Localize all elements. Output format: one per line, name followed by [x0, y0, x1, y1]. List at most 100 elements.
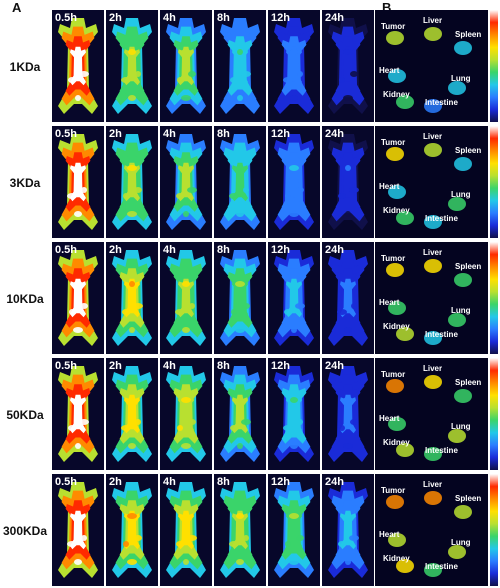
mouse-image-cell: 24h: [322, 358, 374, 470]
organ-label-heart: Heart: [379, 298, 400, 307]
colorbar: [490, 126, 498, 238]
organ-label-heart: Heart: [379, 66, 400, 75]
mouse-image-cell: 4h: [160, 474, 212, 586]
time-label: 0.5h: [55, 244, 78, 256]
time-label: 8h: [217, 476, 230, 488]
imaging-row: 10KDa 0.5h 2h 4h 8h 12h 24h Tumor Liver Spleen Hea…: [0, 242, 500, 354]
colorbar: [490, 10, 498, 122]
time-label: 8h: [217, 128, 230, 140]
colorbar: [490, 474, 498, 586]
organ-label-tumor: Tumor: [381, 370, 406, 379]
mouse-body-image: [274, 18, 314, 114]
mouse-body-image: [328, 134, 368, 230]
organ-label-kidney: Kidney: [383, 206, 410, 215]
imaging-row: 3KDa 0.5h 2h 4h 8h 12h 24h Tumor Liver Spleen Hear…: [0, 126, 500, 238]
mouse-image-cell: 12h: [268, 474, 320, 586]
panel-label-b: B: [382, 0, 392, 15]
time-label: 24h: [325, 360, 344, 372]
mouse-body-image: [274, 366, 314, 462]
mouse-image-cell: 0.5h: [52, 474, 104, 586]
organs-fluorescence-image: [386, 491, 472, 577]
mouse-body-image: [112, 482, 152, 578]
organ-label-liver: Liver: [423, 132, 443, 141]
row-label-molecular-weight: 10KDa: [6, 292, 44, 306]
organ-label-lung: Lung: [451, 190, 471, 199]
mouse-body-image: [220, 482, 260, 578]
mouse-image-cell: 0.5h: [52, 10, 104, 122]
organ-label-tumor: Tumor: [381, 138, 406, 147]
mouse-body-image: [166, 18, 206, 114]
time-label: 2h: [109, 128, 122, 140]
ex-vivo-organs-image: Tumor Liver Spleen Heart Lung Kidney Intestine: [375, 474, 488, 586]
time-label: 8h: [217, 244, 230, 256]
row-label-molecular-weight: 3KDa: [9, 176, 41, 190]
time-label: 2h: [109, 12, 122, 24]
mouse-body-image: [112, 366, 152, 462]
mouse-body-image: [112, 18, 152, 114]
organ-label-liver: Liver: [423, 16, 443, 25]
mouse-body-image: [166, 250, 206, 346]
mouse-image-cell: 8h: [214, 10, 266, 122]
mouse-image-cell: 2h: [106, 358, 158, 470]
imaging-row: 300KDa 0.5h 2h 4h 8h 12h 24h Tumor Liver Spleen He…: [0, 474, 500, 586]
mouse-body-image: [274, 134, 314, 230]
time-label: 2h: [109, 476, 122, 488]
panel-label-a: A: [12, 0, 22, 15]
time-label: 4h: [163, 360, 176, 372]
organ-label-kidney: Kidney: [383, 554, 410, 563]
ex-vivo-organs-image: Tumor Liver Spleen Heart Lung Kidney Intestine: [375, 358, 488, 470]
mouse-body-image: [220, 134, 260, 230]
time-label: 12h: [271, 244, 290, 256]
time-label: 0.5h: [55, 360, 78, 372]
row-label-molecular-weight: 300KDa: [2, 524, 48, 538]
time-label: 12h: [271, 360, 290, 372]
time-label: 24h: [325, 12, 344, 24]
mouse-body-image: [58, 482, 98, 578]
time-label: 4h: [163, 476, 176, 488]
mouse-image-cell: 8h: [214, 358, 266, 470]
mouse-body-image: [166, 366, 206, 462]
mouse-body-image: [166, 134, 206, 230]
mouse-image-cell: 24h: [322, 126, 374, 238]
organ-label-heart: Heart: [379, 414, 400, 423]
ex-vivo-organs-image: Tumor Liver Spleen Heart Lung Kidney Intestine: [375, 242, 488, 354]
row-label-molecular-weight: 50KDa: [6, 408, 44, 422]
time-label: 8h: [217, 360, 230, 372]
imaging-row: 50KDa 0.5h 2h 4h 8h 12h 24h Tumor Liver Spleen Hea…: [0, 358, 500, 470]
time-label: 0.5h: [55, 476, 78, 488]
mouse-image-cell: 8h: [214, 474, 266, 586]
time-label: 0.5h: [55, 12, 78, 24]
organ-label-kidney: Kidney: [383, 322, 410, 331]
ex-vivo-organs-image: Tumor Liver Spleen Heart Lung Kidney Intestine: [375, 10, 488, 122]
organs-fluorescence-image: [386, 375, 472, 461]
mouse-image-cell: 2h: [106, 126, 158, 238]
organ-label-lung: Lung: [451, 306, 471, 315]
organ-label-heart: Heart: [379, 182, 400, 191]
time-label: 4h: [163, 128, 176, 140]
organ-label-spleen: Spleen: [455, 30, 482, 39]
mouse-body-image: [166, 482, 206, 578]
organ-label-spleen: Spleen: [455, 378, 482, 387]
organ-label-tumor: Tumor: [381, 254, 406, 263]
time-label: 12h: [271, 128, 290, 140]
mouse-image-cell: 2h: [106, 474, 158, 586]
mouse-body-image: [328, 366, 368, 462]
mouse-image-cell: 2h: [106, 242, 158, 354]
time-label: 2h: [109, 244, 122, 256]
mouse-image-cell: 8h: [214, 126, 266, 238]
organ-label-lung: Lung: [451, 422, 471, 431]
organ-label-intestine: Intestine: [425, 214, 458, 223]
colorbar: [490, 242, 498, 354]
mouse-body-image: [112, 134, 152, 230]
mouse-body-image: [274, 482, 314, 578]
colorbar: [490, 358, 498, 470]
mouse-image-cell: 24h: [322, 474, 374, 586]
mouse-image-cell: 0.5h: [52, 242, 104, 354]
mouse-body-image: [220, 366, 260, 462]
organ-label-intestine: Intestine: [425, 98, 458, 107]
mouse-image-cell: 4h: [160, 358, 212, 470]
mouse-image-cell: 2h: [106, 10, 158, 122]
time-label: 2h: [109, 360, 122, 372]
organ-label-intestine: Intestine: [425, 446, 458, 455]
organs-fluorescence-image: [386, 27, 472, 113]
